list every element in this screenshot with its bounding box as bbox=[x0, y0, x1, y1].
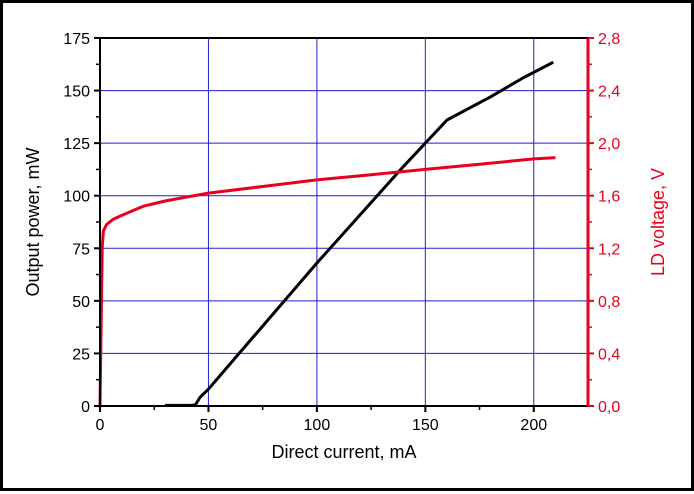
plot-area-border bbox=[99, 37, 589, 407]
y2-tick-label: 0,4 bbox=[598, 346, 620, 363]
y2-tick-label: 2,4 bbox=[598, 84, 620, 101]
y-tick-label: 100 bbox=[63, 189, 90, 206]
y2-tick-label: 0,8 bbox=[598, 294, 620, 311]
line-chart: 0 50 100 150 200 0 25 50 75 100 125 150 175 0,0 0,4 0,8… bbox=[23, 31, 668, 462]
y2-tick-label: 2,8 bbox=[598, 31, 620, 48]
x-tick-label: 50 bbox=[200, 417, 218, 434]
voltage-series-line bbox=[98, 156, 556, 407]
y2-tick-label: 1,2 bbox=[598, 241, 620, 258]
x-tick-label: 0 bbox=[96, 417, 105, 434]
x-tick-label: 100 bbox=[304, 417, 331, 434]
x-tick-label: 200 bbox=[520, 417, 547, 434]
y-tick-label: 175 bbox=[63, 31, 90, 48]
y-tick-label: 125 bbox=[63, 136, 90, 153]
y2-tick-label: 0,0 bbox=[598, 399, 620, 416]
y-tick-label: 25 bbox=[72, 346, 90, 363]
y-tick-label: 0 bbox=[81, 399, 90, 416]
y-tick-label: 75 bbox=[72, 241, 90, 258]
y2-tick-label: 2,0 bbox=[598, 136, 620, 153]
series-layer bbox=[98, 60, 556, 407]
y-tick-label: 50 bbox=[72, 294, 90, 311]
grid bbox=[100, 38, 588, 406]
y2-tick-label: 1,6 bbox=[598, 189, 620, 206]
ticks: 0 50 100 150 200 0 25 50 75 100 125 150 175 0,0 0,4 0,8… bbox=[63, 31, 620, 434]
x-tick-label: 150 bbox=[412, 417, 439, 434]
y-tick-label: 150 bbox=[63, 84, 90, 101]
x-axis-title: Direct current, mA bbox=[271, 442, 416, 462]
y-axis-title: Output power, mW bbox=[23, 147, 43, 296]
y2-axis-title: LD voltage, V bbox=[648, 168, 668, 276]
power-series-line bbox=[165, 60, 554, 407]
